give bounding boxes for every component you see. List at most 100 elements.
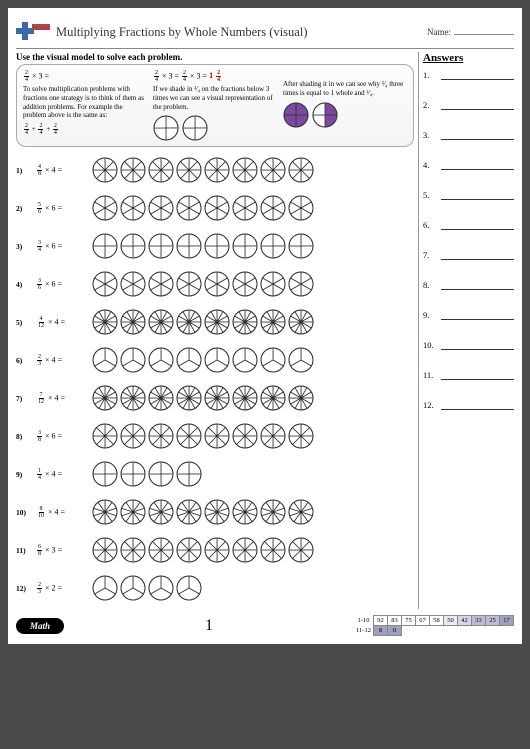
problem-equation: 56 × 6 = [36,202,86,215]
fraction-circle [288,157,314,183]
score-cell: 25 [485,616,499,626]
fraction-circle [260,271,286,297]
problem-number: 10) [16,508,30,517]
answer-number: 12. [423,400,437,410]
fraction-circle [120,461,146,487]
fraction-circle [283,102,309,128]
problem-number: 3) [16,242,30,251]
fraction-circle [92,347,118,373]
fraction-circle [232,385,258,411]
answer-number: 3. [423,130,437,140]
problem-circles [92,499,314,525]
problem-row: 1) 48 × 4 = [16,153,414,187]
answer-row: 12. [423,400,514,410]
header: Multiplying Fractions by Whole Numbers (… [16,18,514,49]
fraction-circle [148,385,174,411]
answer-line[interactable] [441,379,514,380]
example-addition: 24 + 24 + 24 [23,123,147,136]
fraction-circle [288,233,314,259]
fraction-circle [120,347,146,373]
fraction-circle [176,157,202,183]
fraction-circle [176,385,202,411]
example-text-2: If we shade in ²⁄₄ on the fractions belo… [153,85,277,111]
problem-circles [92,233,314,259]
answer-line[interactable] [441,169,514,170]
answer-line[interactable] [441,79,514,80]
answer-line[interactable] [441,409,514,410]
fraction-circle [120,423,146,449]
score-cell: 67 [415,616,429,626]
answer-row: 6. [423,220,514,230]
fraction-circle [176,499,202,525]
fraction-circle [260,499,286,525]
fraction-circle [260,385,286,411]
problem-equation: 38 × 6 = [36,430,86,443]
fraction-circle [148,309,174,335]
fraction-circle [92,309,118,335]
fraction-circle [92,537,118,563]
fraction-circle [176,195,202,221]
fraction-circle [232,195,258,221]
fraction-circle [204,499,230,525]
score-cell: 8 [373,626,387,636]
answer-line[interactable] [441,289,514,290]
answer-row: 11. [423,370,514,380]
fraction-circle [120,233,146,259]
answer-row: 7. [423,250,514,260]
answer-line[interactable] [441,349,514,350]
problem-row: 8) 38 × 6 = [16,419,414,453]
problem-row: 9) 14 × 4 = [16,457,414,491]
answer-line[interactable] [441,109,514,110]
footer: Math 1 1-1092837567585042332517 11-1280 [16,615,514,636]
fraction-circle [92,499,118,525]
answer-row: 2. [423,100,514,110]
name-input-line[interactable] [454,34,514,35]
math-badge: Math [16,618,64,634]
problem-number: 8) [16,432,30,441]
fraction-circle [120,271,146,297]
fraction-circle [260,537,286,563]
answer-number: 7. [423,250,437,260]
problem-row: 10) 810 × 4 = [16,495,414,529]
answer-line[interactable] [441,229,514,230]
fraction-circle [288,499,314,525]
answer-number: 1. [423,70,437,80]
answer-number: 5. [423,190,437,200]
score-cell: 92 [373,616,387,626]
fraction-circle [148,347,174,373]
problem-equation: 14 × 4 = [36,468,86,481]
fraction-circle [148,461,174,487]
answer-line[interactable] [441,259,514,260]
example-equation-1: 24 × 3 = [23,70,147,83]
answer-line[interactable] [441,139,514,140]
problem-row: 11) 68 × 3 = [16,533,414,567]
problem-circles [92,347,314,373]
problem-circles [92,271,314,297]
problem-equation: 36 × 6 = [36,278,86,291]
problem-equation: 34 × 6 = [36,240,86,253]
fraction-circle [204,271,230,297]
fraction-circle [204,195,230,221]
answer-row: 1. [423,70,514,80]
fraction-circle [148,537,174,563]
problem-number: 2) [16,204,30,213]
fraction-circle [204,233,230,259]
answer-line[interactable] [441,199,514,200]
problem-row: 3) 34 × 6 = [16,229,414,263]
fraction-circle [92,233,118,259]
fraction-circle [92,575,118,601]
problem-equation: 48 × 4 = [36,164,86,177]
example-box: 24 × 3 = To solve multiplication problem… [16,64,414,147]
fraction-circle [260,309,286,335]
fraction-circle [260,195,286,221]
fraction-circle [288,385,314,411]
score-cell: 83 [387,616,401,626]
problem-equation: 412 × 4 = [36,316,86,329]
answer-line[interactable] [441,319,514,320]
score-grid: 1-1092837567585042332517 11-1280 [354,615,514,636]
problem-equation: 23 × 2 = [36,582,86,595]
problem-equation: 810 × 4 = [36,506,86,519]
answer-row: 4. [423,160,514,170]
page-number: 1 [205,617,213,635]
answer-number: 8. [423,280,437,290]
